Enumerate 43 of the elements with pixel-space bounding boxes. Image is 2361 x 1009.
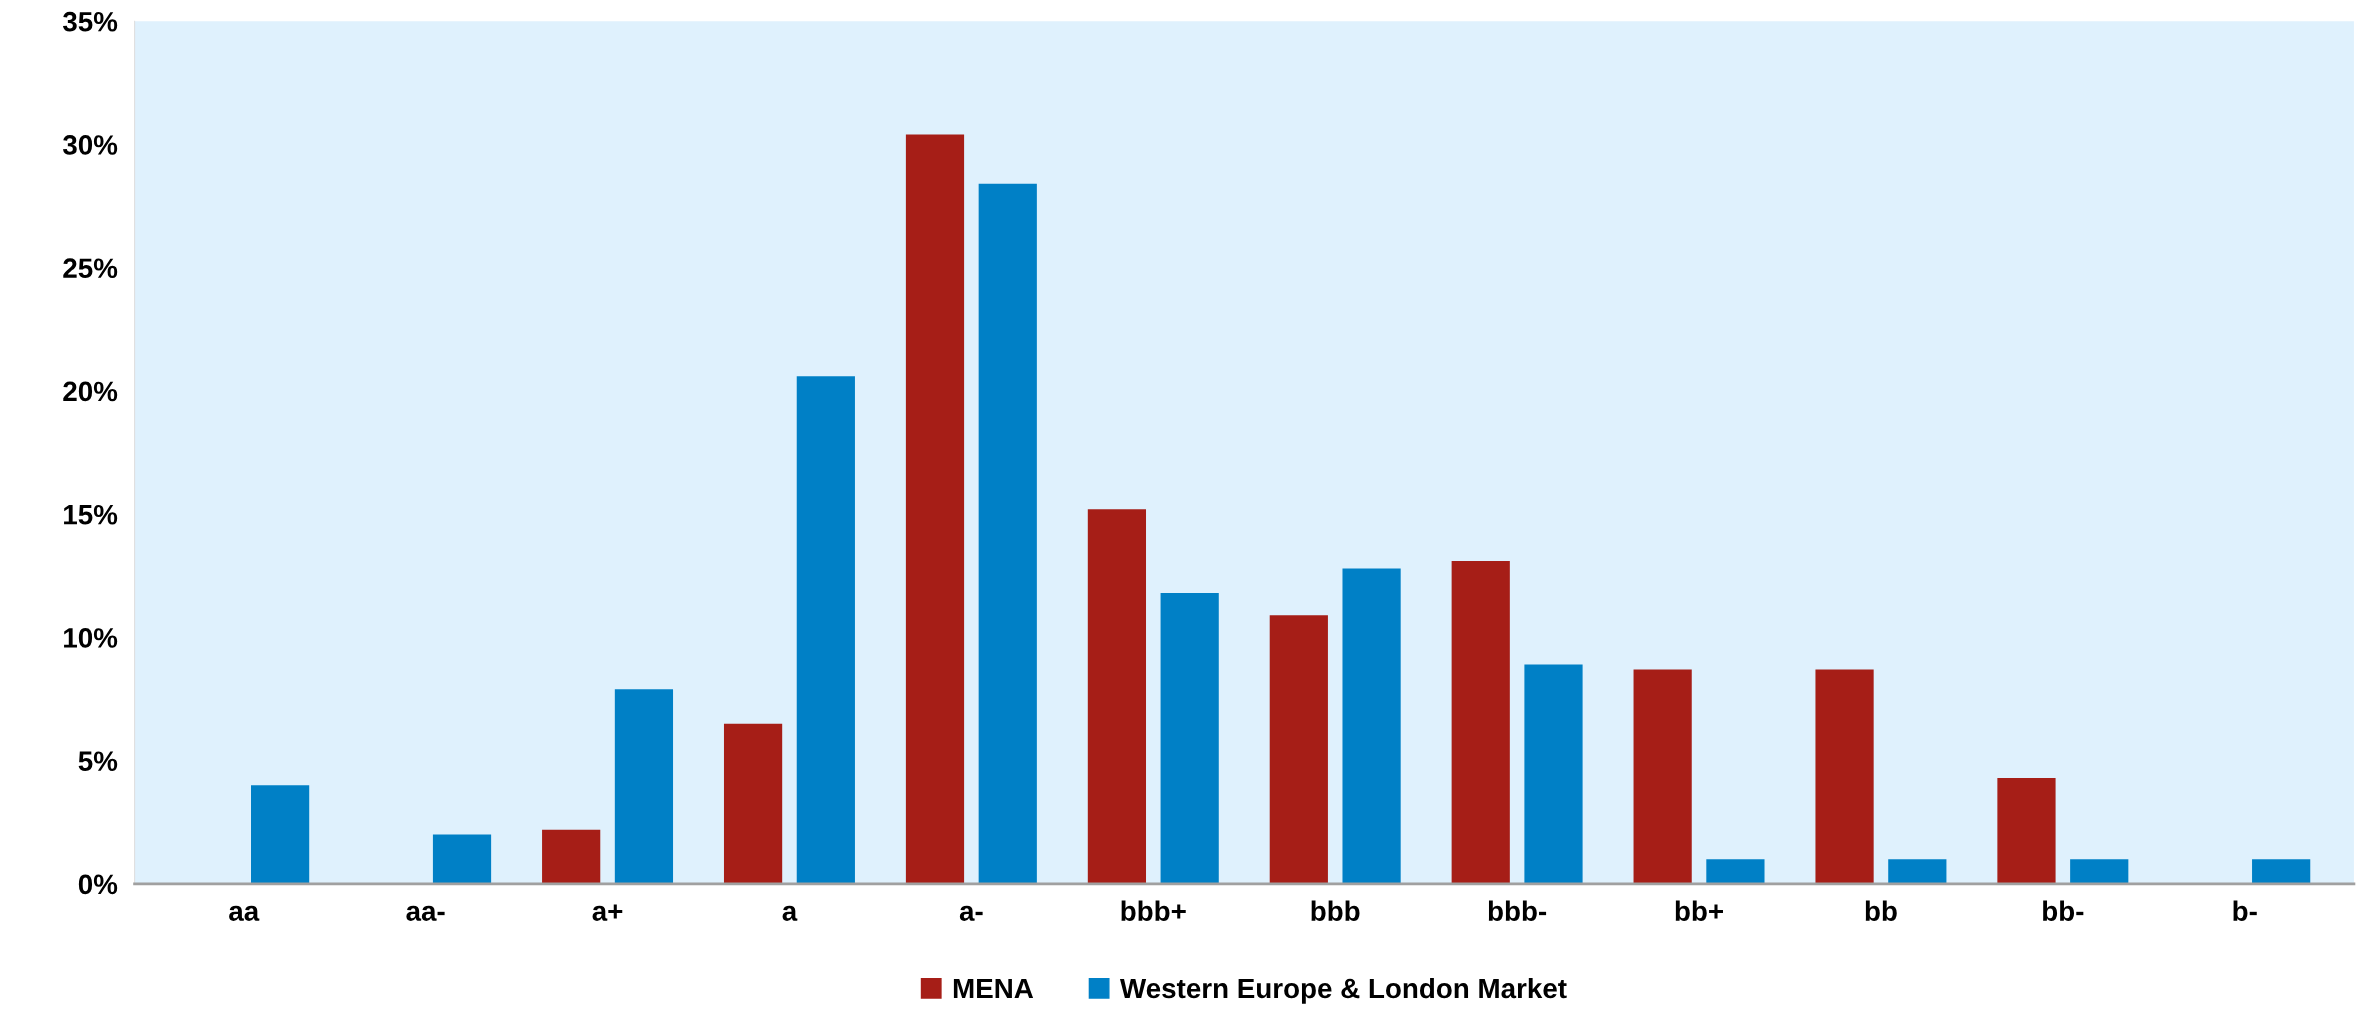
bar <box>1524 664 1583 884</box>
bar <box>2252 859 2311 884</box>
bar <box>723 723 783 884</box>
bar <box>1997 777 2056 884</box>
bar <box>1815 669 1874 884</box>
x-tick-label: a+ <box>592 904 623 921</box>
bar <box>1706 859 1765 884</box>
y-tick-label: 30% <box>62 135 118 155</box>
bar <box>1342 568 1401 884</box>
x-tick-label: a <box>782 905 798 921</box>
bar <box>1269 615 1328 884</box>
x-tick-label: bbb+ <box>1121 900 1186 921</box>
bar <box>1888 859 1947 884</box>
y-tick-label: 10% <box>64 628 118 648</box>
y-tick-label: 5% <box>78 751 118 771</box>
bar <box>1160 593 1219 884</box>
x-tick-label: bb <box>1865 900 1897 921</box>
bar <box>978 183 1037 884</box>
bar <box>905 134 965 884</box>
bar <box>796 376 855 884</box>
y-tick-label: 20% <box>63 381 118 402</box>
x-tick-label: bb+ <box>1675 900 1723 921</box>
x-tick-label: b- <box>2233 900 2257 921</box>
x-tick-label: aa <box>229 905 260 921</box>
bar <box>1451 560 1510 884</box>
x-tick-label: bbb- <box>1488 900 1547 921</box>
x-tick-label: a- <box>959 905 983 921</box>
y-tick-label: 25% <box>63 258 118 279</box>
bar <box>432 834 492 884</box>
y-tick-label: 35% <box>62 11 118 32</box>
x-tick-label: aa- <box>406 905 445 921</box>
y-tick-label: 0% <box>78 874 118 895</box>
x-tick-label: bbb <box>1311 900 1360 921</box>
bar <box>1633 669 1692 884</box>
bar <box>1087 509 1147 884</box>
x-tick-label: bb- <box>2043 900 2084 921</box>
bar <box>251 785 310 884</box>
legend-label: Western Europe & London Market <box>1119 977 1567 1004</box>
bar <box>614 689 674 884</box>
bar <box>2070 859 2129 884</box>
bar <box>542 829 601 884</box>
legend-label: MENA <box>953 978 1034 999</box>
y-tick-label: 15% <box>64 504 118 525</box>
